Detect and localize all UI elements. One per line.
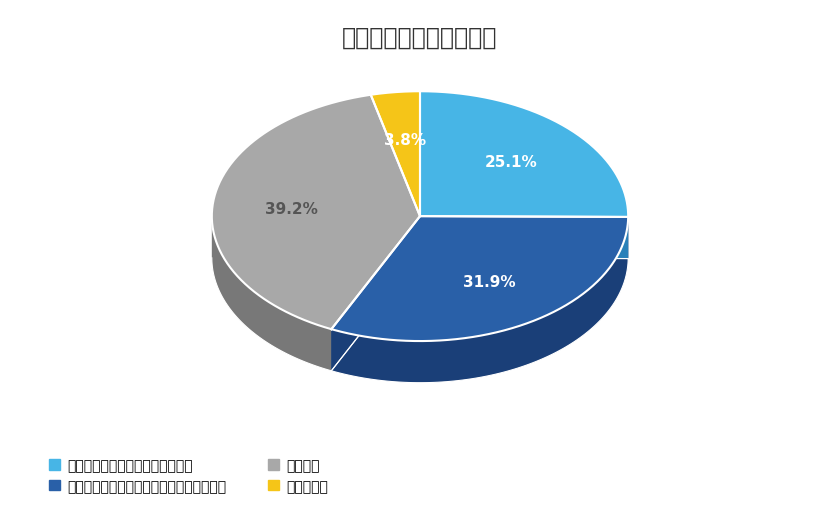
Polygon shape (212, 95, 420, 330)
Text: 25.1%: 25.1% (486, 155, 538, 170)
Polygon shape (331, 217, 420, 371)
Text: 31.9%: 31.9% (463, 275, 515, 289)
Polygon shape (420, 217, 628, 259)
Text: 3.8%: 3.8% (384, 132, 426, 147)
Legend: 知っていて、具体的に説明できる, なんとなく知っているが、説明はできない, 知らない, わからない: 知っていて、具体的に説明できる, なんとなく知っているが、説明はできない, 知ら… (49, 458, 328, 493)
Polygon shape (331, 217, 628, 341)
Text: 39.2%: 39.2% (265, 201, 318, 217)
Polygon shape (212, 217, 331, 371)
Polygon shape (370, 92, 420, 217)
Polygon shape (331, 217, 420, 371)
Polygon shape (420, 92, 628, 218)
Polygon shape (420, 217, 628, 259)
Polygon shape (331, 218, 628, 383)
Text: オンライン結婚式　認知: オンライン結婚式 認知 (343, 25, 497, 49)
